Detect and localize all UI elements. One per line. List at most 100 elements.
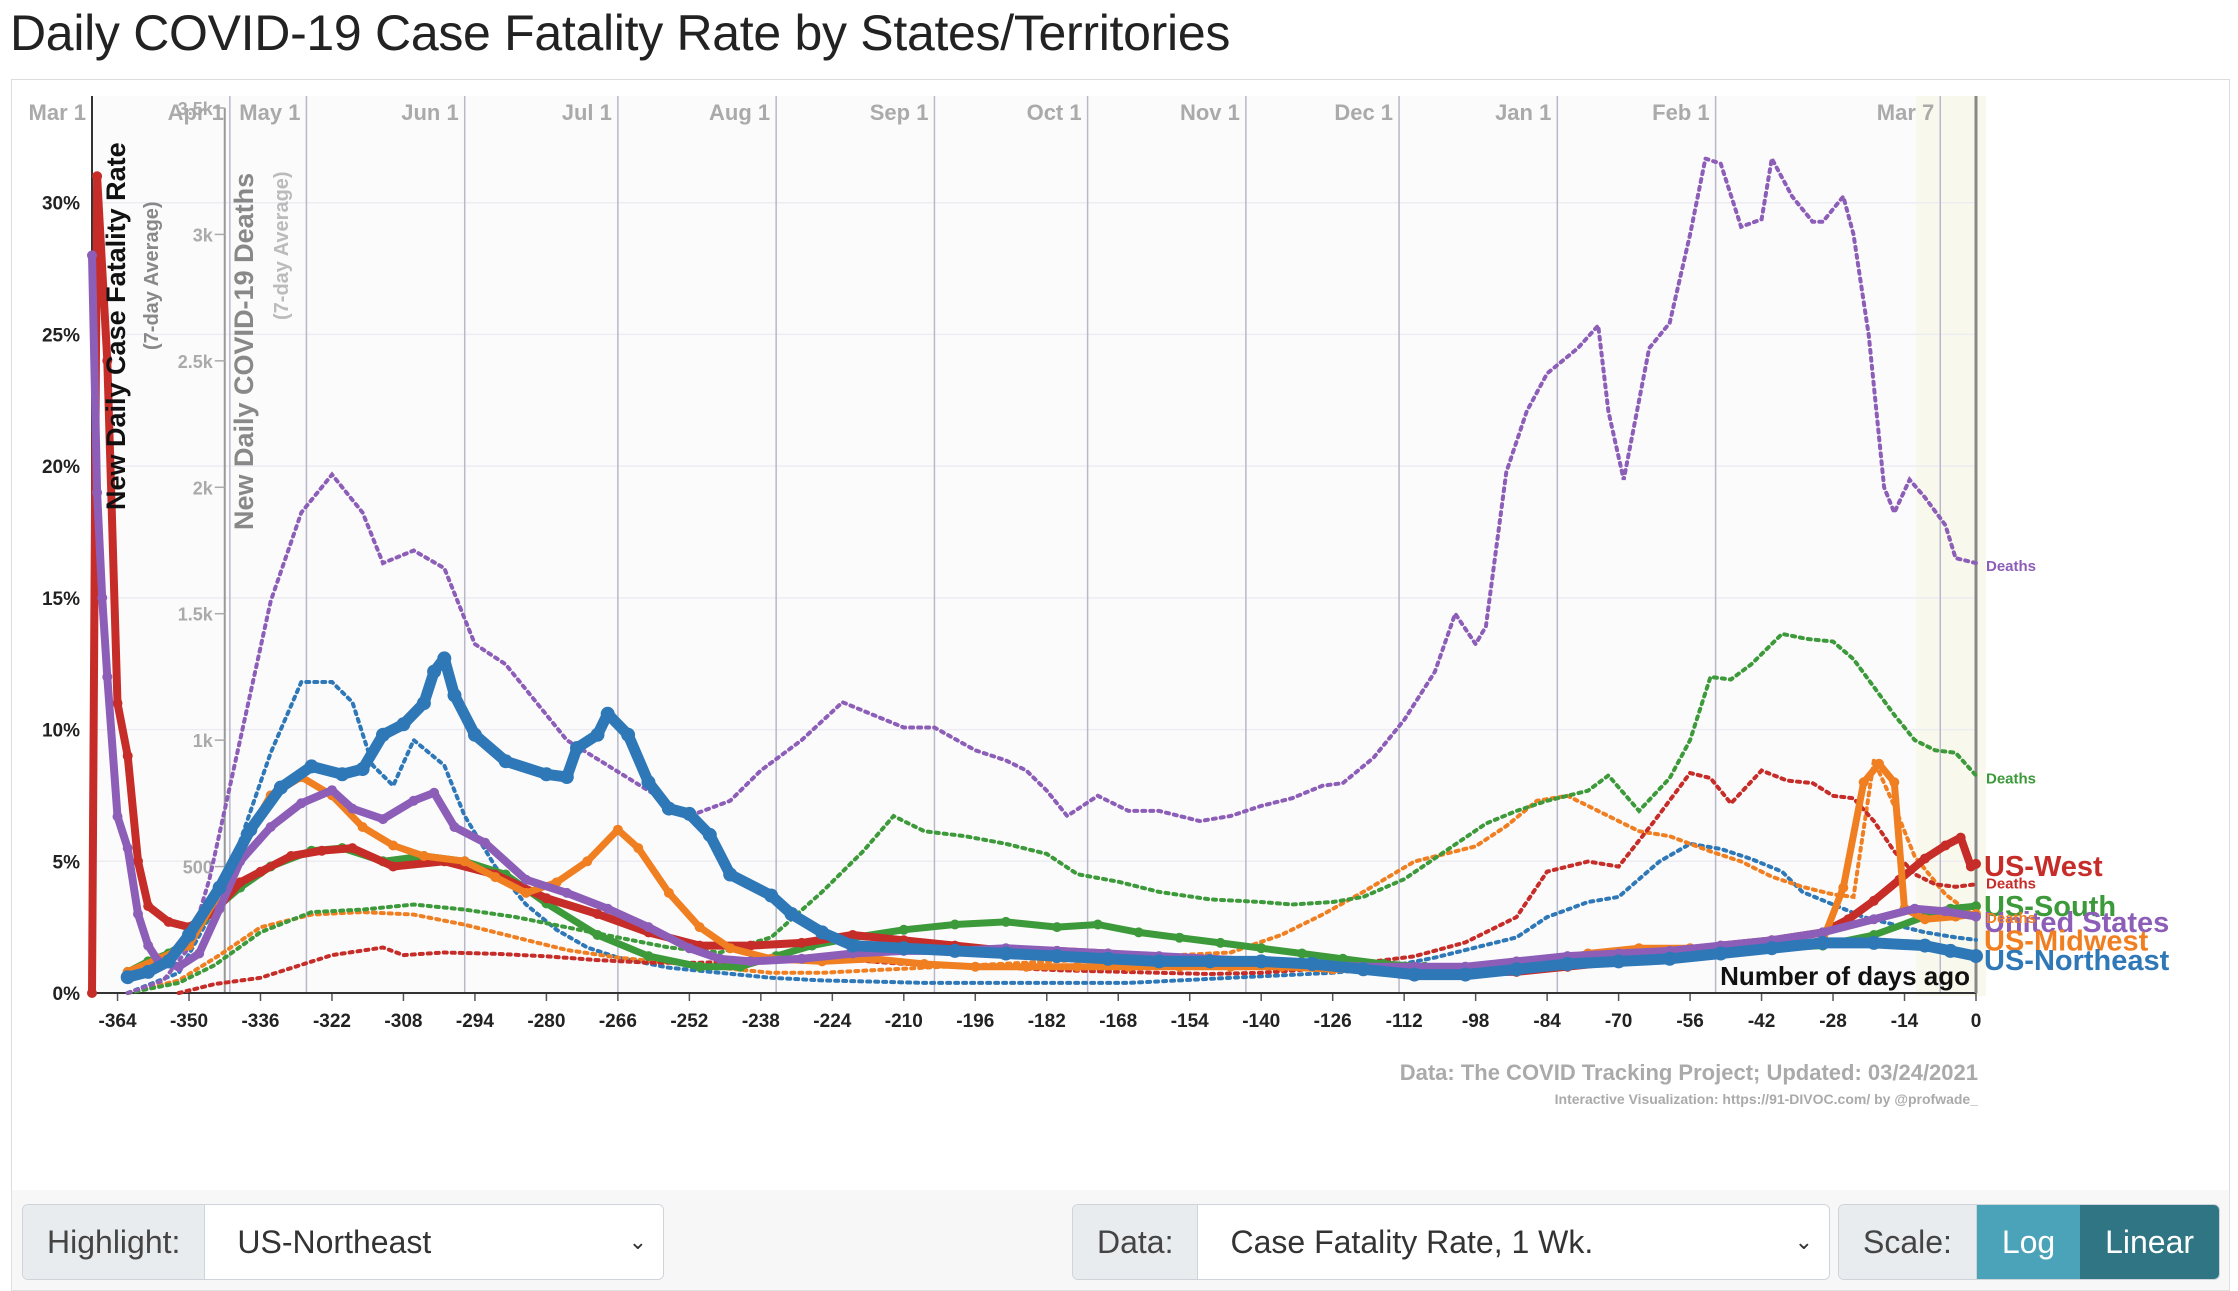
cfr-point bbox=[521, 874, 531, 885]
series-end-label: US-Midwest bbox=[1984, 925, 2149, 957]
cfr-point bbox=[87, 250, 97, 261]
linear-scale-button[interactable]: Linear bbox=[2080, 1205, 2219, 1279]
x-tick-label: -266 bbox=[599, 1011, 637, 1032]
x-tick-label: -196 bbox=[956, 1011, 994, 1032]
cfr-point bbox=[1000, 916, 1011, 927]
y2-axis-note: (7-day Average) bbox=[271, 171, 293, 320]
cfr-point bbox=[1919, 914, 1930, 925]
x-tick-label: -280 bbox=[527, 1011, 565, 1032]
chevron-down-icon: ⌄ bbox=[1794, 1229, 1813, 1254]
x-tick-label: -168 bbox=[1099, 1011, 1137, 1032]
cfr-point bbox=[1337, 953, 1348, 964]
cfr-point bbox=[87, 988, 97, 998]
cfr-point bbox=[1917, 938, 1932, 953]
month-label: Nov 1 bbox=[1180, 100, 1240, 125]
cfr-point bbox=[388, 840, 399, 851]
chevron-down-icon: ⌄ bbox=[628, 1229, 647, 1254]
cfr-point bbox=[1254, 954, 1269, 969]
cfr-point bbox=[396, 717, 411, 732]
cfr-point bbox=[1072, 961, 1083, 972]
cfr-point bbox=[682, 806, 697, 821]
cfr-point bbox=[1971, 911, 1981, 922]
cfr-point bbox=[663, 887, 674, 898]
cfr-point bbox=[1909, 903, 1920, 914]
y-tick-label: 10% bbox=[42, 721, 80, 742]
highlight-select[interactable]: US-Northeast ⌄ bbox=[205, 1205, 663, 1279]
cfr-point bbox=[919, 959, 930, 969]
cfr-point bbox=[1611, 954, 1626, 969]
cfr-point bbox=[1407, 967, 1422, 982]
cfr-point bbox=[592, 930, 603, 940]
month-label: Mar 1 bbox=[29, 100, 86, 125]
cfr-point bbox=[1858, 777, 1869, 788]
cfr-point bbox=[643, 922, 654, 933]
series-end-label: US-West bbox=[1984, 851, 2103, 883]
cfr-point bbox=[570, 741, 584, 755]
series-end-label: US-Northeast bbox=[1984, 945, 2170, 977]
cfr-point bbox=[243, 822, 258, 837]
y2-axis-title: New Daily COVID-19 Deaths bbox=[229, 173, 259, 530]
month-label: Aug 1 bbox=[709, 100, 770, 125]
x-tick-label: -322 bbox=[313, 1011, 351, 1032]
cfr-point bbox=[1971, 858, 1981, 869]
cfr-point bbox=[112, 698, 123, 709]
cfr-point bbox=[214, 903, 225, 914]
cfr-point bbox=[378, 814, 388, 825]
deaths-line-us-northeast bbox=[125, 680, 1978, 995]
month-label: Jul 1 bbox=[562, 100, 612, 125]
deaths-line-united-states bbox=[125, 152, 1978, 995]
cfr-series bbox=[87, 171, 1983, 998]
x-tick-label: -28 bbox=[1819, 1011, 1846, 1032]
cfr-point bbox=[416, 696, 431, 711]
y-tick-label: 25% bbox=[42, 325, 80, 346]
cfr-point bbox=[143, 940, 154, 951]
cfr-point bbox=[582, 856, 593, 867]
cfr-point bbox=[388, 861, 399, 872]
cfr-point bbox=[133, 856, 143, 867]
deaths-end-label: Deaths bbox=[1986, 771, 2036, 788]
y2-tick-label: 1.5k bbox=[178, 605, 214, 625]
cfr-chart: Mar 1 Apr 1 May 1 Jun 1 Jul 1 Aug 1 Sep 1 Oct 1… bbox=[29, 96, 2170, 1107]
cfr-point bbox=[1509, 962, 1524, 977]
cfr-point bbox=[725, 943, 736, 954]
deaths-series bbox=[125, 152, 1978, 995]
x-tick-label: 0 bbox=[1971, 1011, 1982, 1032]
cfr-point bbox=[1305, 957, 1320, 971]
y-tick-label: 0% bbox=[53, 984, 81, 1005]
x-tick-label: -70 bbox=[1605, 1011, 1632, 1032]
cfr-point bbox=[947, 943, 962, 958]
cfr-point bbox=[1458, 967, 1473, 982]
cfr-point bbox=[764, 888, 779, 903]
cfr-point bbox=[633, 843, 644, 854]
cfr-point bbox=[143, 901, 154, 912]
y-tick-label: 20% bbox=[42, 457, 80, 478]
source-text: Data: The COVID Tracking Project; Update… bbox=[1400, 1060, 1978, 1085]
cfr-point bbox=[92, 171, 103, 182]
cfr-point bbox=[784, 907, 799, 921]
deaths-end-label: Deaths bbox=[1986, 910, 2036, 927]
cfr-point bbox=[161, 954, 176, 969]
cfr-point bbox=[1050, 949, 1064, 964]
cfr-point bbox=[467, 727, 482, 742]
x-tick-label: -140 bbox=[1242, 1011, 1280, 1032]
cfr-point bbox=[120, 970, 135, 985]
cfr-point bbox=[1152, 954, 1167, 969]
x-tick-label: -294 bbox=[456, 1011, 494, 1032]
x-tick-label: -238 bbox=[742, 1011, 780, 1032]
x-tick-label: -42 bbox=[1748, 1011, 1775, 1032]
cfr-point bbox=[212, 880, 227, 895]
cfr-point bbox=[521, 887, 531, 898]
cfr-point bbox=[745, 956, 756, 967]
cfr-point bbox=[316, 845, 327, 856]
x-tick-label: -224 bbox=[813, 1011, 851, 1032]
x-tick-label: -182 bbox=[1028, 1011, 1066, 1032]
log-scale-button[interactable]: Log bbox=[1976, 1205, 2081, 1279]
cfr-point bbox=[112, 811, 123, 822]
highlight-group: Highlight: US-Northeast ⌄ bbox=[22, 1204, 664, 1280]
month-label: Mar 7 bbox=[1877, 100, 1934, 125]
cfr-point bbox=[102, 671, 113, 682]
cfr-point bbox=[1955, 832, 1966, 843]
cfr-point bbox=[498, 754, 513, 769]
data-select[interactable]: Case Fatality Rate, 1 Wk. ⌄ bbox=[1198, 1205, 1829, 1279]
